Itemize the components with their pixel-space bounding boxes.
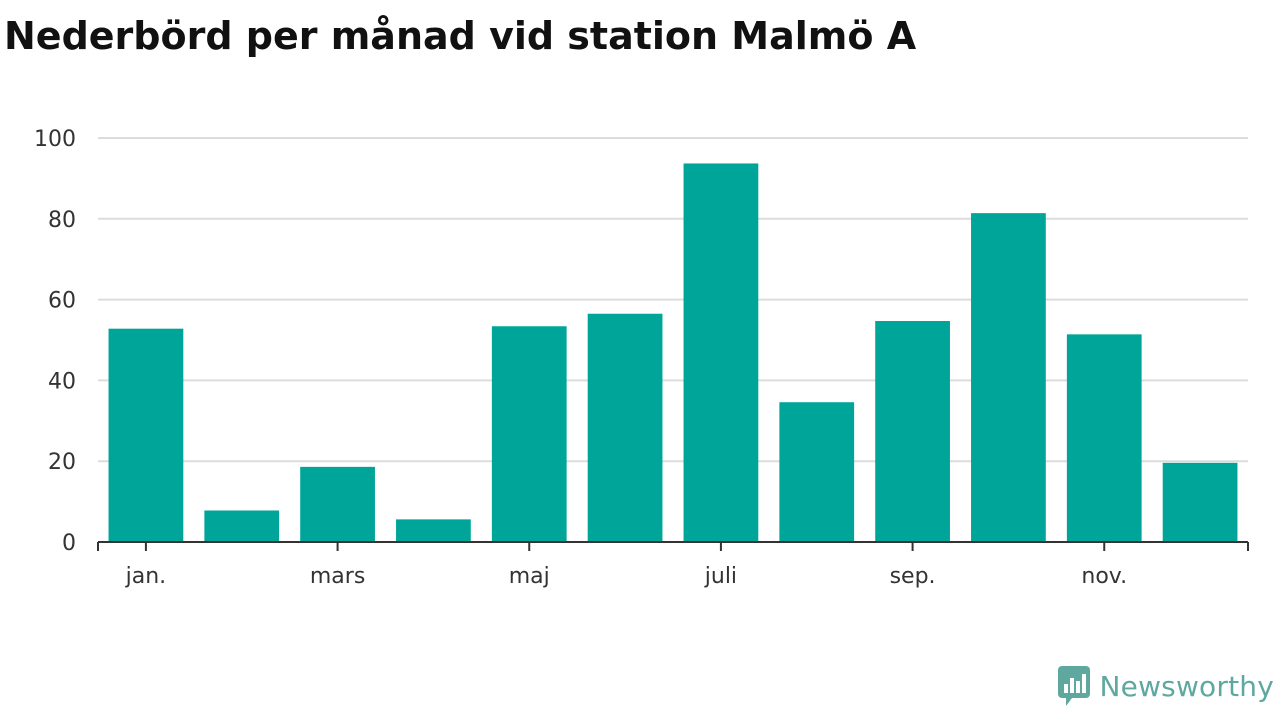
bar-apr [396,519,471,542]
chart-title: Nederbörd per månad vid station Malmö A [4,14,917,58]
y-tick-labels: 0 20 40 60 80 100 [34,127,76,556]
y-tick-label-40: 40 [48,369,76,394]
newsworthy-logo-icon [1057,666,1090,706]
x-tick-label-maj: maj [509,564,550,589]
bar-juli [683,163,759,542]
y-tick-label-100: 100 [34,127,76,152]
bar-nov [1066,334,1142,542]
x-axis [97,541,1249,551]
bar-maj [491,326,567,542]
x-tick-labels: jan. mars maj juli sep. nov. [125,564,1127,589]
bar-sep [875,321,950,542]
bar-feb [204,510,280,542]
bar-aug [779,402,855,542]
x-tick-label-nov: nov. [1081,564,1127,589]
brand-name: Newsworthy [1099,669,1274,703]
bar-okt [971,213,1046,543]
y-tick-label-60: 60 [48,289,76,314]
x-tick-label-mars: mars [310,564,365,589]
gridlines [98,137,1248,463]
brand-logo: Newsworthy [1056,664,1275,708]
x-tick-label-juli: juli [704,564,737,589]
precipitation-bar-chart: 0 20 40 60 80 100 jan. mars maj juli sep. nov. [34,127,1249,589]
bars [108,163,1238,543]
bar-dec [1162,462,1238,542]
x-tick-label-jan: jan. [125,564,167,589]
bar-jan [108,328,184,542]
y-tick-label-0: 0 [62,531,76,556]
y-tick-label-20: 20 [48,450,76,475]
y-tick-label-80: 80 [48,208,76,233]
bar-juni [587,313,663,542]
x-tick-label-sep: sep. [890,564,936,589]
bar-mars [300,466,375,542]
